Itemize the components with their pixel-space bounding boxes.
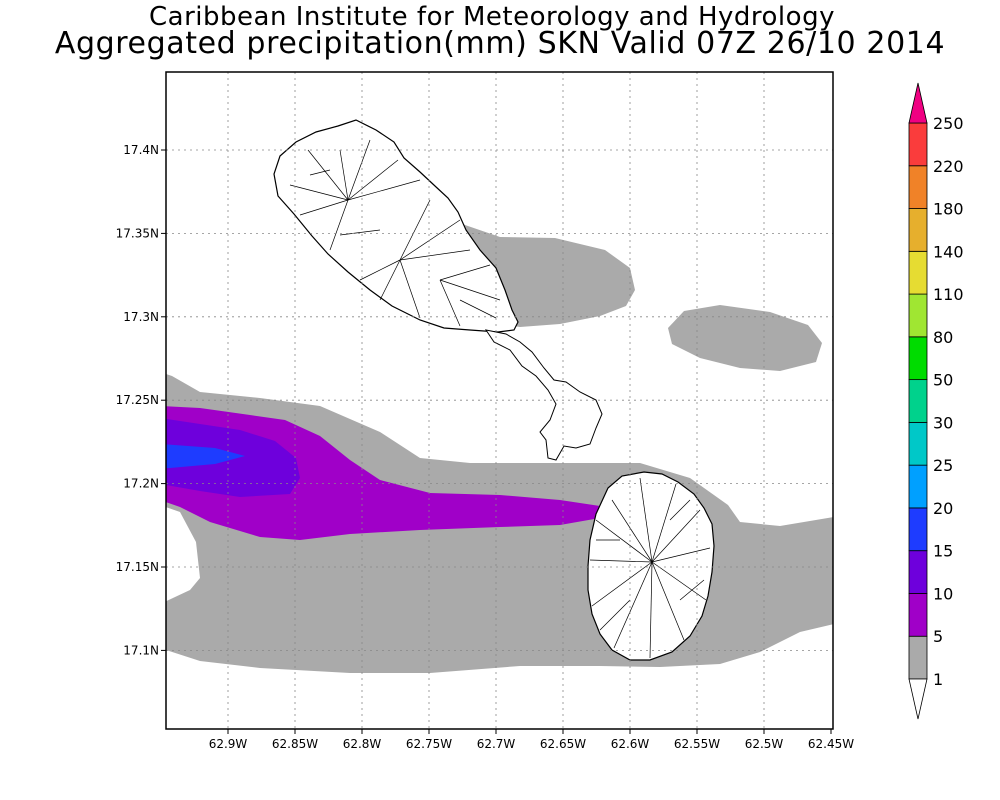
y-tick-label: 17.1N: [123, 643, 159, 657]
precip-area-15-20mm: [166, 444, 245, 468]
island-st-kitts: [273, 119, 519, 333]
colorbar-label: 50: [933, 371, 953, 390]
x-tick-label: 62.45W: [808, 737, 854, 751]
colorbar-band: [908, 635, 928, 680]
colorbar-band: [908, 550, 928, 594]
x-tick-label: 62.85W: [272, 737, 318, 751]
colorbar-label: 10: [933, 584, 953, 603]
colorbar-label: 80: [933, 328, 953, 347]
colorbar-label: 110: [933, 285, 964, 304]
colorbar-band: [908, 464, 928, 509]
x-tick-label: 62.7W: [477, 737, 516, 751]
island-st-kitts-peninsula: [484, 329, 603, 461]
colorbar-label: 30: [933, 413, 953, 432]
x-tick-label: 62.5W: [745, 737, 784, 751]
x-tick-label: 62.55W: [674, 737, 720, 751]
title-line-1: Caribbean Institute for Meteorology and …: [149, 2, 835, 32]
colorbar-upper-arrow: [908, 82, 928, 124]
y-tick-label: 17.4N: [123, 143, 159, 157]
y-tick-label: 17.25N: [116, 393, 159, 407]
grid-lines: [166, 72, 833, 729]
x-tick-label: 62.65W: [540, 737, 586, 751]
colorbar-band: [908, 336, 928, 381]
colorbar-label: 1: [933, 670, 943, 689]
colorbar-band: [908, 208, 928, 252]
colorbar-band: [908, 421, 928, 466]
y-tick-label: 17.3N: [123, 310, 159, 324]
colorbar-label: 25: [933, 456, 953, 475]
colorbar-band: [908, 122, 928, 167]
colorbar-label: 5: [933, 627, 943, 646]
colorbar-band: [908, 165, 928, 209]
colorbar-label: 180: [933, 200, 964, 219]
y-tick-label: 17.2N: [123, 477, 159, 491]
precip-area-1-5mm-east: [668, 305, 822, 371]
x-tick-label: 62.75W: [406, 737, 452, 751]
colorbar-label: 140: [933, 242, 964, 261]
colorbar-band: [908, 507, 928, 552]
colorbar-band: [908, 593, 928, 637]
x-tick-label: 62.9W: [209, 737, 248, 751]
x-tick-label: 62.8W: [343, 737, 382, 751]
y-tick-label: 17.15N: [116, 560, 159, 574]
y-axis: 17.4N 17.35N 17.3N 17.25N 17.2N 17.15N 17.1N: [116, 143, 166, 657]
colorbar-label: 220: [933, 157, 964, 176]
colorbar-label: 20: [933, 499, 953, 518]
colorbar-lower-arrow: [908, 678, 928, 720]
x-tick-label: 62.6W: [611, 737, 650, 751]
precip-area-5-10mm: [166, 406, 618, 540]
x-axis: 62.9W 62.85W 62.8W 62.75W 62.7W 62.65W 62.6W 62…: [209, 729, 854, 751]
colorbar-label: 250: [933, 114, 964, 133]
title-line-2: Aggregated precipitation(mm) SKN Valid 0…: [54, 26, 946, 61]
colorbar-band: [908, 379, 928, 423]
colorbar-label: 15: [933, 542, 953, 561]
colorbar-band: [908, 250, 928, 295]
precipitation-field: [166, 119, 833, 673]
colorbar-band: [908, 293, 928, 338]
y-tick-label: 17.35N: [116, 226, 159, 240]
island-nevis: [587, 471, 715, 661]
